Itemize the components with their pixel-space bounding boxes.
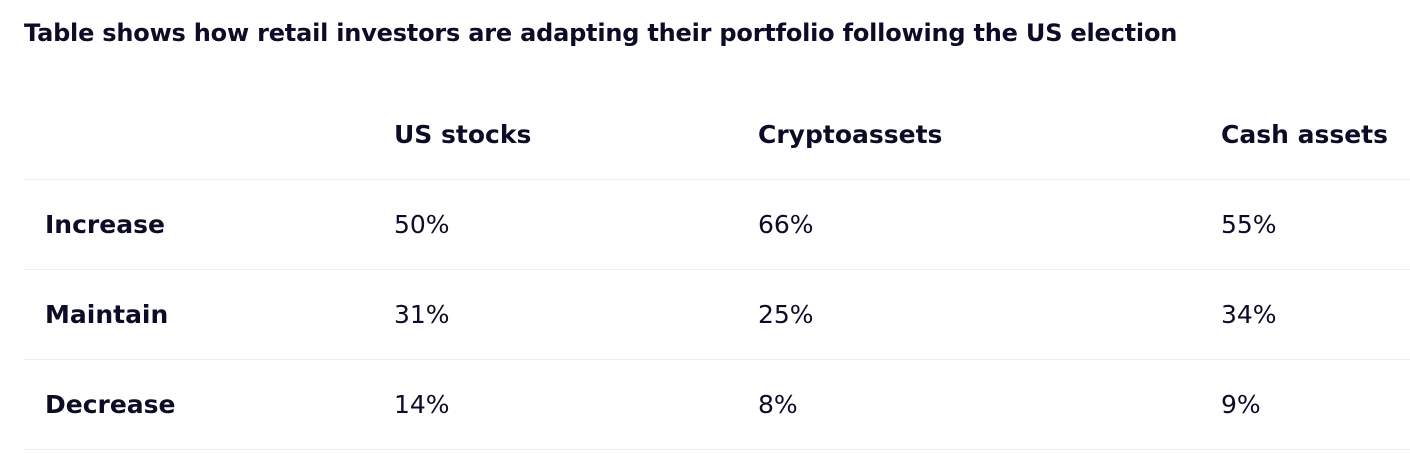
table-row-increase: Increase 50% 66% 55% <box>24 180 1410 270</box>
table-header-row: US stocks Cryptoassets Cash assets <box>24 90 1410 180</box>
cell-increase-cash-assets: 55% <box>1221 210 1277 239</box>
row-label-increase: Increase <box>45 210 165 239</box>
table-row-maintain: Maintain 31% 25% 34% <box>24 270 1410 360</box>
column-header-cash-assets: Cash assets <box>1221 120 1389 149</box>
column-header-us-stocks: US stocks <box>394 120 532 149</box>
cell-maintain-cryptoassets: 25% <box>758 300 814 329</box>
cell-maintain-us-stocks: 31% <box>394 300 450 329</box>
cell-increase-us-stocks: 50% <box>394 210 450 239</box>
cell-maintain-cash-assets: 34% <box>1221 300 1277 329</box>
column-header-cryptoassets: Cryptoassets <box>758 120 943 149</box>
table-row-decrease: Decrease 14% 8% 9% <box>24 360 1410 450</box>
portfolio-table: US stocks Cryptoassets Cash assets Incre… <box>24 90 1410 450</box>
row-label-maintain: Maintain <box>45 300 169 329</box>
cell-decrease-us-stocks: 14% <box>394 390 450 419</box>
table-title: Table shows how retail investors are ada… <box>24 19 1178 47</box>
cell-decrease-cryptoassets: 8% <box>758 390 798 419</box>
row-label-decrease: Decrease <box>45 390 176 419</box>
cell-increase-cryptoassets: 66% <box>758 210 814 239</box>
cell-decrease-cash-assets: 9% <box>1221 390 1261 419</box>
